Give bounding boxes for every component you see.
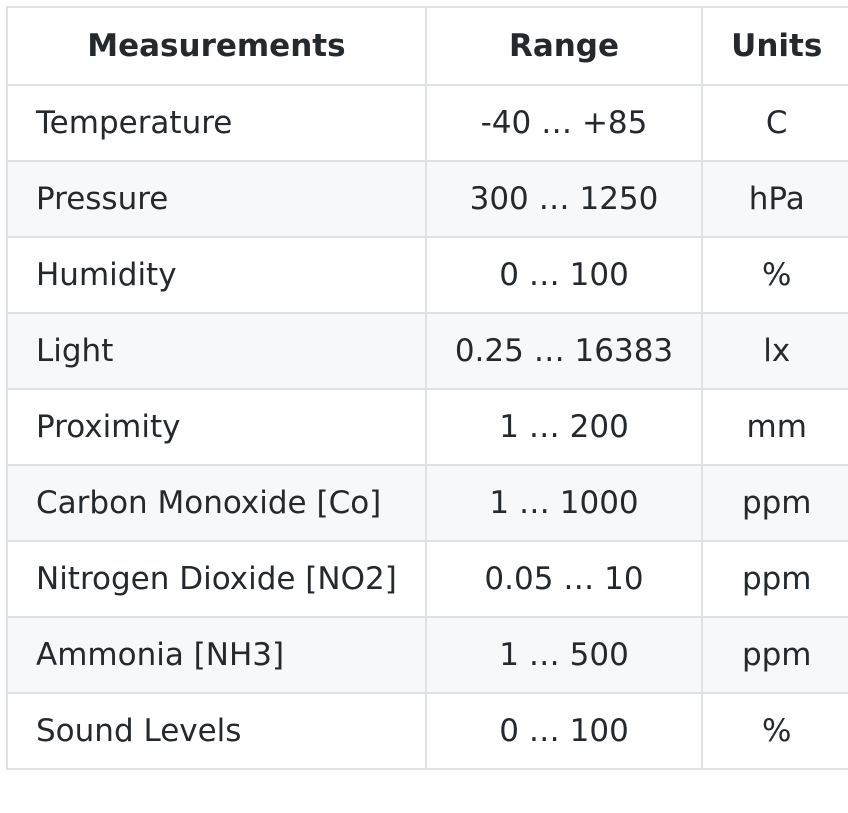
table-header: Measurements Range Units — [6, 6, 848, 86]
range-cell: 0 … 100 — [424, 236, 704, 314]
table-container: Measurements Range Units Temperature -40… — [6, 6, 848, 770]
measurements-table: Measurements Range Units Temperature -40… — [6, 6, 848, 770]
table-body: Temperature -40 … +85 C Pressure 300 … 1… — [6, 84, 848, 770]
measurement-cell: Nitrogen Dioxide [NO2] — [6, 540, 427, 618]
range-cell: 0.05 … 10 — [424, 540, 704, 618]
table-row: Light 0.25 … 16383 lx — [6, 312, 848, 390]
range-cell: 0 … 100 — [424, 692, 704, 770]
table-row: Proximity 1 … 200 mm — [6, 388, 848, 466]
measurement-cell: Ammonia [NH3] — [6, 616, 427, 694]
measurement-cell: Temperature — [6, 84, 427, 162]
units-cell: % — [701, 692, 848, 770]
range-cell: 300 … 1250 — [424, 160, 704, 238]
range-cell: 0.25 … 16383 — [424, 312, 704, 390]
units-cell: ppm — [701, 616, 848, 694]
units-cell: ppm — [701, 540, 848, 618]
range-cell: 1 … 1000 — [424, 464, 704, 542]
table-row: Nitrogen Dioxide [NO2] 0.05 … 10 ppm — [6, 540, 848, 618]
units-cell: % — [701, 236, 848, 314]
range-cell: 1 … 500 — [424, 616, 704, 694]
measurement-cell: Sound Levels — [6, 692, 427, 770]
table-row: Carbon Monoxide [Co] 1 … 1000 ppm — [6, 464, 848, 542]
measurement-cell: Proximity — [6, 388, 427, 466]
measurement-cell: Pressure — [6, 160, 427, 238]
table-row: Ammonia [NH3] 1 … 500 ppm — [6, 616, 848, 694]
units-cell: lx — [701, 312, 848, 390]
column-header-range: Range — [424, 6, 704, 86]
units-cell: hPa — [701, 160, 848, 238]
header-row: Measurements Range Units — [6, 6, 848, 86]
table-row: Pressure 300 … 1250 hPa — [6, 160, 848, 238]
measurement-cell: Carbon Monoxide [Co] — [6, 464, 427, 542]
units-cell: mm — [701, 388, 848, 466]
units-cell: ppm — [701, 464, 848, 542]
units-cell: C — [701, 84, 848, 162]
column-header-measurements: Measurements — [6, 6, 427, 86]
table-row: Temperature -40 … +85 C — [6, 84, 848, 162]
table-row: Humidity 0 … 100 % — [6, 236, 848, 314]
column-header-units: Units — [701, 6, 848, 86]
range-cell: 1 … 200 — [424, 388, 704, 466]
measurement-cell: Light — [6, 312, 427, 390]
range-cell: -40 … +85 — [424, 84, 704, 162]
table-row: Sound Levels 0 … 100 % — [6, 692, 848, 770]
measurement-cell: Humidity — [6, 236, 427, 314]
